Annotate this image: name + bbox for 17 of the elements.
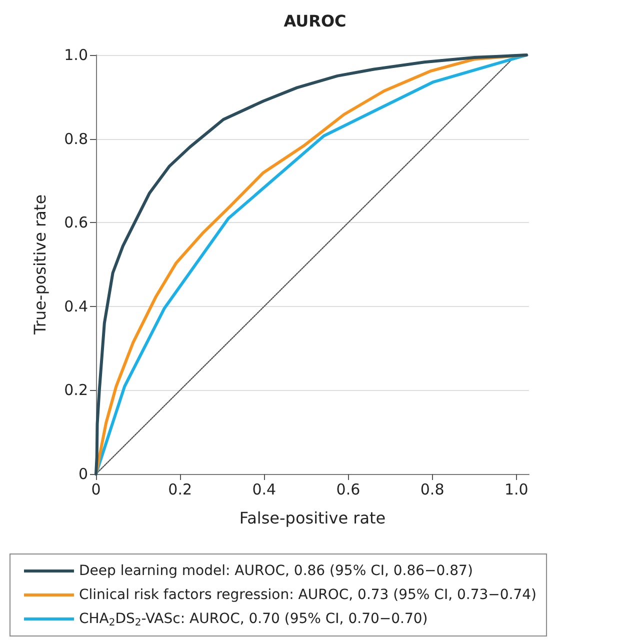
y-tick-label: 0.8 — [64, 130, 88, 148]
legend-label: Clinical risk factors regression: AUROC, 0.73 (95% CI, 0.73−0.74) — [79, 587, 537, 603]
x-tick-label: 0.8 — [420, 480, 444, 498]
y-axis-title: True-positive rate — [30, 194, 50, 336]
y-tick-label: 0.2 — [64, 381, 88, 400]
x-tick-label: 1.0 — [504, 480, 528, 498]
legend-label: Deep learning model: AUROC, 0.86 (95% CI, 0.86−0.87) — [79, 563, 473, 579]
x-tick-label: 0 — [91, 480, 101, 498]
y-tick-label: 1.0 — [64, 46, 88, 64]
x-tick-label: 0.4 — [252, 480, 276, 498]
x-tick-label: 0.6 — [336, 480, 360, 498]
x-axis-title: False-positive rate — [239, 508, 386, 528]
y-tick-label: 0.6 — [64, 214, 88, 232]
y-tick-label: 0 — [78, 465, 88, 483]
chart-title: AUROC — [284, 12, 346, 30]
y-tick-label: 0.4 — [64, 297, 88, 316]
x-tick-label: 0.2 — [168, 480, 192, 498]
